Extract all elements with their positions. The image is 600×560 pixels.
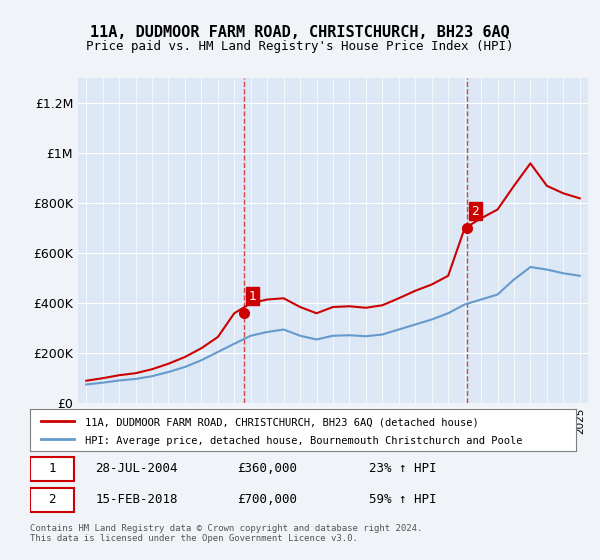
Text: Contains HM Land Registry data © Crown copyright and database right 2024.
This d: Contains HM Land Registry data © Crown c… <box>30 524 422 543</box>
Text: 2: 2 <box>48 493 56 506</box>
Text: 1: 1 <box>249 290 257 302</box>
Text: HPI: Average price, detached house, Bournemouth Christchurch and Poole: HPI: Average price, detached house, Bour… <box>85 436 522 446</box>
Text: 1: 1 <box>48 463 56 475</box>
Text: 15-FEB-2018: 15-FEB-2018 <box>95 493 178 506</box>
Text: 23% ↑ HPI: 23% ↑ HPI <box>368 463 436 475</box>
FancyBboxPatch shape <box>30 458 74 480</box>
Text: 11A, DUDMOOR FARM ROAD, CHRISTCHURCH, BH23 6AQ: 11A, DUDMOOR FARM ROAD, CHRISTCHURCH, BH… <box>90 25 510 40</box>
Text: £360,000: £360,000 <box>238 463 298 475</box>
Text: 11A, DUDMOOR FARM ROAD, CHRISTCHURCH, BH23 6AQ (detached house): 11A, DUDMOOR FARM ROAD, CHRISTCHURCH, BH… <box>85 417 478 427</box>
Text: 59% ↑ HPI: 59% ↑ HPI <box>368 493 436 506</box>
Text: Price paid vs. HM Land Registry's House Price Index (HPI): Price paid vs. HM Land Registry's House … <box>86 40 514 53</box>
Text: £700,000: £700,000 <box>238 493 298 506</box>
Text: 2: 2 <box>472 204 479 218</box>
FancyBboxPatch shape <box>30 488 74 511</box>
Text: 28-JUL-2004: 28-JUL-2004 <box>95 463 178 475</box>
